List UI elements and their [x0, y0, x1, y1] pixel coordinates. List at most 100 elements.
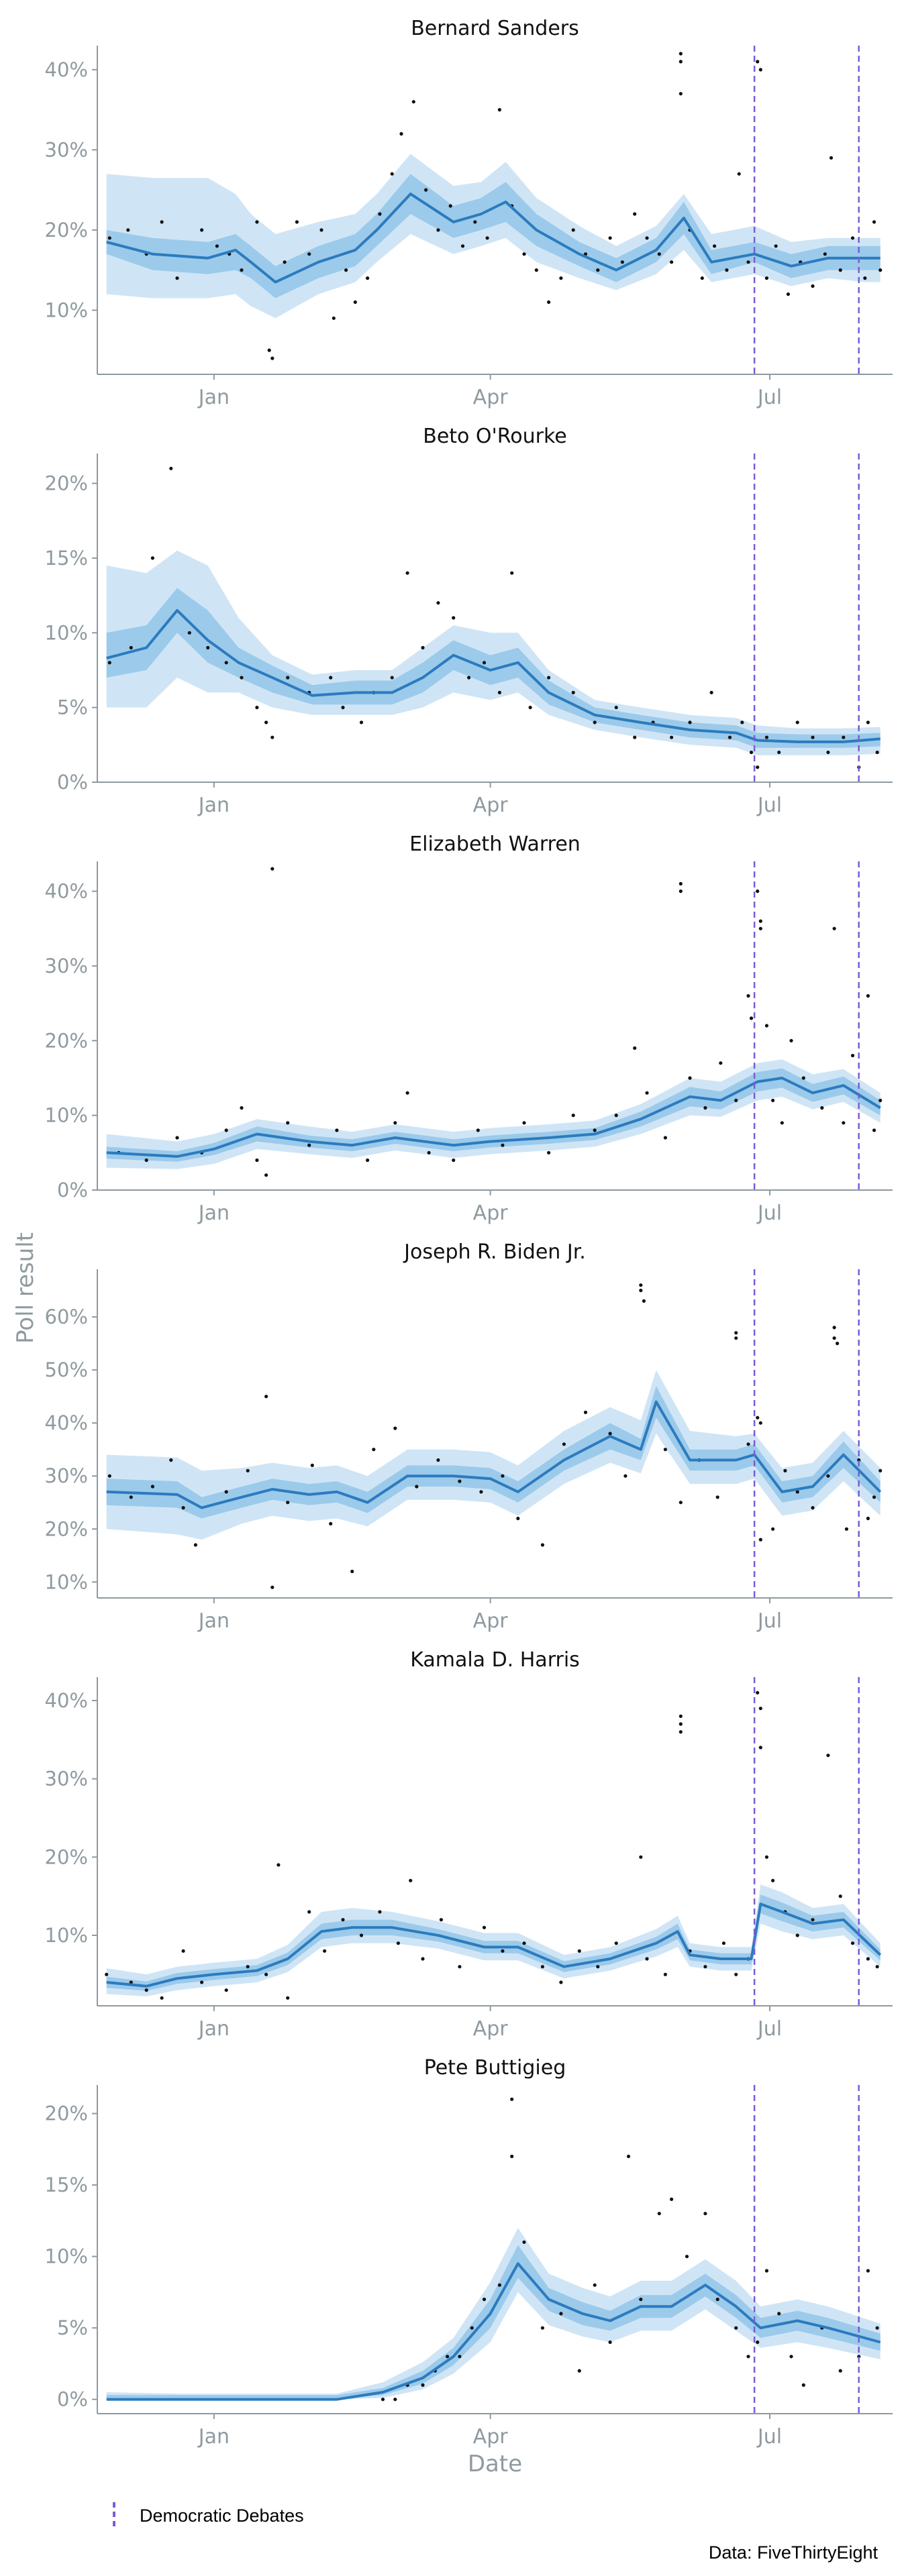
poll-point-34 [749, 1016, 754, 1020]
poll-point-40 [756, 1690, 760, 1695]
poll-point-9 [286, 1121, 290, 1125]
y-tick-label-1: 5% [57, 2316, 88, 2339]
poll-point-42 [795, 720, 799, 724]
poll-point-43 [820, 1106, 824, 1110]
poll-point-39 [608, 236, 612, 240]
poll-point-13 [329, 676, 333, 680]
y-tick-label-2: 10% [45, 621, 88, 644]
poll-point-41 [633, 212, 637, 216]
poll-point-11 [270, 356, 274, 360]
poll-point-40 [620, 260, 625, 264]
x-tick-label-2: Jul [756, 2425, 782, 2449]
poll-point-47 [836, 1342, 840, 1346]
poll-point-29 [485, 236, 489, 240]
poll-point-18 [458, 1479, 462, 1483]
y-tick-label-3: 15% [45, 2174, 88, 2196]
poll-point-29 [688, 1076, 692, 1080]
poll-point-35 [559, 276, 563, 280]
poll-point-27 [639, 1283, 643, 1287]
poll-point-21 [452, 616, 456, 620]
poll-point-40 [771, 1527, 775, 1531]
poll-point-33 [670, 735, 674, 739]
poll-point-31 [663, 1972, 668, 1976]
poll-point-8 [270, 867, 274, 871]
x-tick-label-2: Jul [756, 1201, 782, 1225]
poll-point-46 [679, 60, 683, 64]
poll-point-33 [534, 268, 538, 272]
poll-point-25 [559, 1980, 563, 1984]
poll-point-13 [295, 220, 299, 224]
poll-point-2 [150, 556, 154, 560]
poll-point-14 [559, 2312, 563, 2316]
poll-point-16 [415, 1485, 419, 1489]
poll-point-3 [160, 220, 164, 224]
poll-point-62 [829, 156, 834, 160]
poll-point-6 [215, 244, 219, 248]
poll-point-30 [703, 1106, 707, 1110]
poll-point-4 [175, 276, 179, 280]
poll-point-43 [657, 252, 661, 256]
y-tick-label-4: 20% [45, 2102, 88, 2125]
poll-point-36 [875, 2326, 879, 2330]
poll-point-42 [801, 1076, 805, 1080]
x-tick-label-1: Apr [473, 2425, 509, 2449]
poll-point-9 [277, 1863, 281, 1867]
ci-inner-band [106, 588, 881, 748]
poll-point-19 [522, 1121, 526, 1125]
poll-point-25 [510, 571, 514, 575]
poll-point-26 [448, 204, 452, 208]
poll-point-38 [734, 1972, 738, 1976]
y-tick-label-2: 30% [45, 138, 88, 161]
poll-point-48 [875, 750, 879, 755]
trend-line [106, 1902, 882, 1988]
poll-point-6 [224, 1988, 228, 1992]
poll-point-7 [264, 1173, 268, 1177]
poll-point-49 [838, 1894, 842, 1898]
poll-point-5 [240, 1106, 244, 1110]
poll-point-52 [875, 1965, 879, 1969]
poll-point-32 [679, 1714, 683, 1718]
poll-point-15 [319, 228, 323, 232]
poll-point-18 [626, 2154, 631, 2159]
poll-point-65 [863, 276, 867, 280]
poll-point-32 [522, 252, 526, 256]
y-tick-label-0: 0% [57, 2388, 88, 2411]
poll-point-0 [381, 2398, 385, 2402]
x-tick-label-0: Jan [197, 1609, 230, 1633]
poll-point-6 [224, 1490, 228, 1494]
poll-point-13 [341, 1918, 345, 1922]
poll-point-17 [476, 1128, 480, 1132]
poll-point-34 [734, 1331, 738, 1335]
poll-point-44 [826, 1474, 830, 1478]
poll-point-33 [679, 1722, 683, 1726]
poll-point-14 [372, 1448, 376, 1452]
poll-point-49 [700, 276, 704, 280]
poll-point-12 [329, 1521, 333, 1525]
poll-point-17 [436, 1458, 440, 1462]
poll-point-23 [614, 1114, 618, 1118]
poll-point-5 [193, 1543, 197, 1547]
poll-point-31 [679, 1501, 683, 1505]
poll-point-55 [758, 68, 762, 72]
poll-point-13 [350, 1569, 354, 1574]
poll-point-28 [679, 889, 683, 894]
poll-point-32 [734, 1098, 738, 1102]
poll-point-46 [850, 1053, 855, 1058]
poll-point-46 [832, 1336, 836, 1340]
ci-outer-band [106, 1884, 881, 1996]
poll-point-10 [510, 2097, 514, 2101]
poll-point-35 [756, 889, 760, 894]
poll-point-14 [405, 1091, 409, 1095]
poll-point-14 [359, 1933, 364, 1937]
chart-panel-2: Elizabeth Warren 0% 10% 20% 30% 40% Jan Apr Jul [45, 833, 893, 1225]
y-tick-label-1: 5% [57, 696, 88, 719]
poll-point-1 [129, 1980, 133, 1984]
y-tick-label-1: 20% [45, 219, 88, 241]
trend-line [106, 608, 881, 743]
poll-point-1 [129, 1495, 133, 1499]
x-tick-label-2: Jul [756, 2017, 782, 2041]
y-tick-label-5: 60% [45, 1305, 88, 1328]
ci-inner-band [106, 1385, 881, 1519]
poll-point-22 [593, 1128, 597, 1132]
poll-point-22 [399, 131, 403, 136]
